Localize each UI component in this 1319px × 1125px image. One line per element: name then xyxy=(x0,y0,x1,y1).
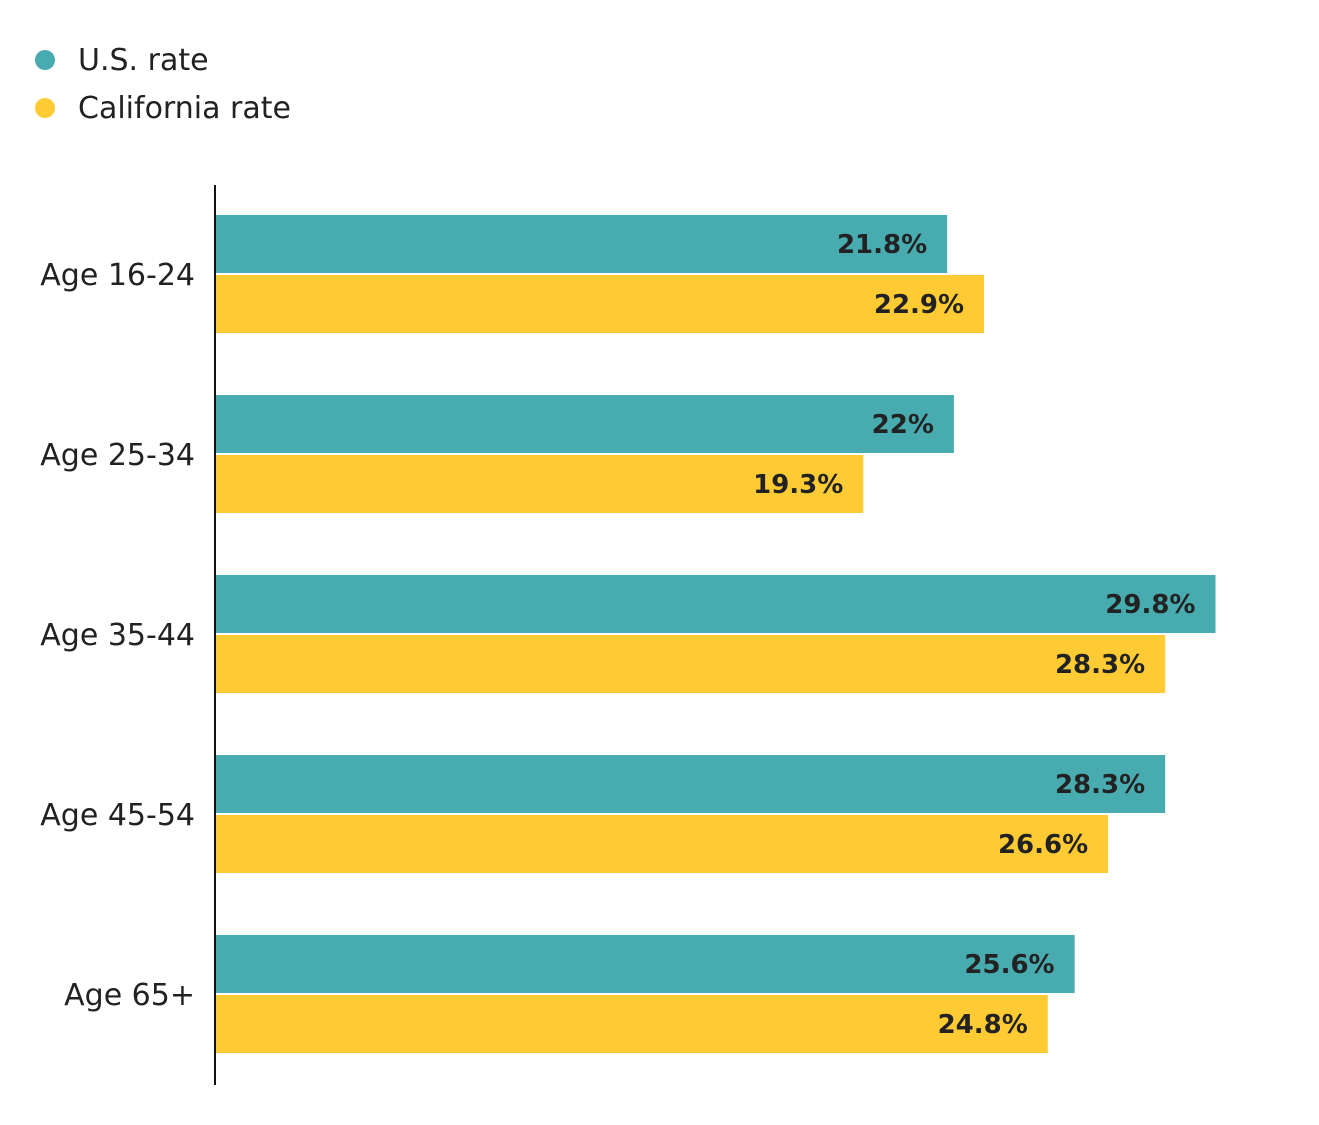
bar-0-1 xyxy=(216,395,954,453)
value-label-1-1: 19.3% xyxy=(753,470,843,500)
value-label-0-4: 25.6% xyxy=(964,950,1054,980)
value-label-1-4: 24.8% xyxy=(938,1010,1028,1040)
bar-1-3 xyxy=(216,815,1109,873)
category-labels: Age 16-24 Age 25-34 Age 35-44 Age 45-54 Age … xyxy=(40,258,195,1013)
bar-1-0 xyxy=(216,275,985,333)
category-label-1: Age 25-34 xyxy=(40,438,195,473)
value-label-1-0: 22.9% xyxy=(874,290,964,320)
bar-0-3 xyxy=(216,755,1166,813)
bar-0-4 xyxy=(216,935,1075,993)
legend-swatch-0 xyxy=(35,50,55,70)
value-label-0-1: 22% xyxy=(872,410,934,440)
bar-1-4 xyxy=(216,995,1048,1053)
category-label-2: Age 35-44 xyxy=(40,618,195,653)
legend-label-1: California rate xyxy=(78,91,291,126)
legend-label-0: U.S. rate xyxy=(78,43,209,78)
value-label-0-3: 28.3% xyxy=(1055,770,1145,800)
category-label-0: Age 16-24 xyxy=(40,258,195,293)
bars: 21.8% 22.9% 22% 19.3% 29.8% 28.3% 28.3% 26.6% 25… xyxy=(216,215,1216,1053)
value-label-1-2: 28.3% xyxy=(1055,650,1145,680)
value-label-0-2: 29.8% xyxy=(1105,590,1195,620)
legend-swatch-1 xyxy=(35,98,55,118)
bar-1-2 xyxy=(216,635,1166,693)
bar-1-1 xyxy=(216,455,864,513)
category-label-3: Age 45-54 xyxy=(40,798,195,833)
value-label-0-0: 21.8% xyxy=(837,230,927,260)
legend: U.S. rate California rate xyxy=(35,43,291,126)
category-label-4: Age 65+ xyxy=(64,978,195,1013)
value-label-1-3: 26.6% xyxy=(998,830,1088,860)
bar-0-0 xyxy=(216,215,948,273)
bar-0-2 xyxy=(216,575,1216,633)
